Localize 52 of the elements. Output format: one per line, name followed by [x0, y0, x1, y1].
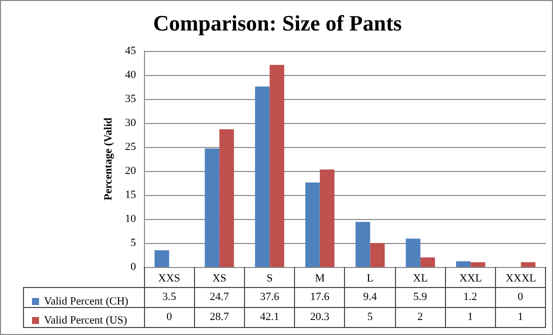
data-label: 5.9: [395, 287, 446, 307]
y-tick-label: 20: [125, 165, 136, 177]
chart-title: Comparison: Size of Pants: [153, 10, 402, 36]
data-label: 28.7: [194, 307, 245, 327]
y-tick-label: 15: [125, 189, 136, 201]
bar: [204, 148, 220, 267]
data-label: 20.3: [294, 307, 345, 327]
data-label: 1: [445, 307, 496, 327]
x-tick-label: XXS: [158, 272, 180, 284]
x-tick-label: M: [314, 272, 325, 284]
bar: [356, 222, 370, 267]
bar: [219, 129, 234, 267]
bar: [420, 257, 435, 267]
y-tick-label: 10: [125, 213, 136, 225]
bar: [456, 261, 471, 267]
bar: [370, 243, 385, 267]
data-label: 2: [395, 307, 446, 327]
bar: [320, 170, 334, 267]
y-tick-label: 35: [125, 93, 136, 105]
bar: [154, 250, 170, 267]
x-tick-label: S: [266, 272, 273, 284]
y-tick-label: 30: [125, 117, 136, 129]
data-label: 0: [144, 307, 194, 327]
x-tick-label: XXL: [459, 272, 482, 284]
data-label: 1.2: [445, 287, 496, 307]
data-label: 3.5: [144, 287, 194, 307]
bar: [470, 262, 486, 267]
data-label: 0: [495, 287, 546, 307]
data-label: 5: [344, 307, 396, 327]
x-tick-label: XS: [212, 272, 226, 284]
bar: [270, 64, 284, 267]
bar: [305, 182, 320, 267]
x-tick-label: XXXL: [506, 272, 536, 284]
legend-label: Valid Percent (CH): [44, 296, 129, 308]
data-label: 42.1: [244, 307, 295, 327]
data-label: 17.6: [294, 287, 345, 307]
y-axis-title: Percentage (Valid: [102, 118, 114, 200]
data-label: 9.4: [344, 287, 396, 307]
y-tick-label: 25: [125, 141, 136, 153]
bar: [406, 238, 420, 267]
data-label: 1: [495, 307, 546, 327]
legend-label: Valid Percent (US): [44, 314, 128, 326]
x-tick-label: L: [366, 272, 374, 284]
y-tick-label: 40: [125, 69, 136, 81]
data-label: 24.7: [194, 287, 245, 307]
x-tick-label: XL: [413, 272, 428, 284]
data-label: 37.6: [244, 287, 295, 307]
y-tick-label: 45: [125, 45, 136, 57]
y-tick-label: 0: [130, 261, 136, 273]
bar: [520, 262, 536, 267]
y-tick-label: 5: [130, 237, 136, 249]
bar: [255, 86, 270, 267]
